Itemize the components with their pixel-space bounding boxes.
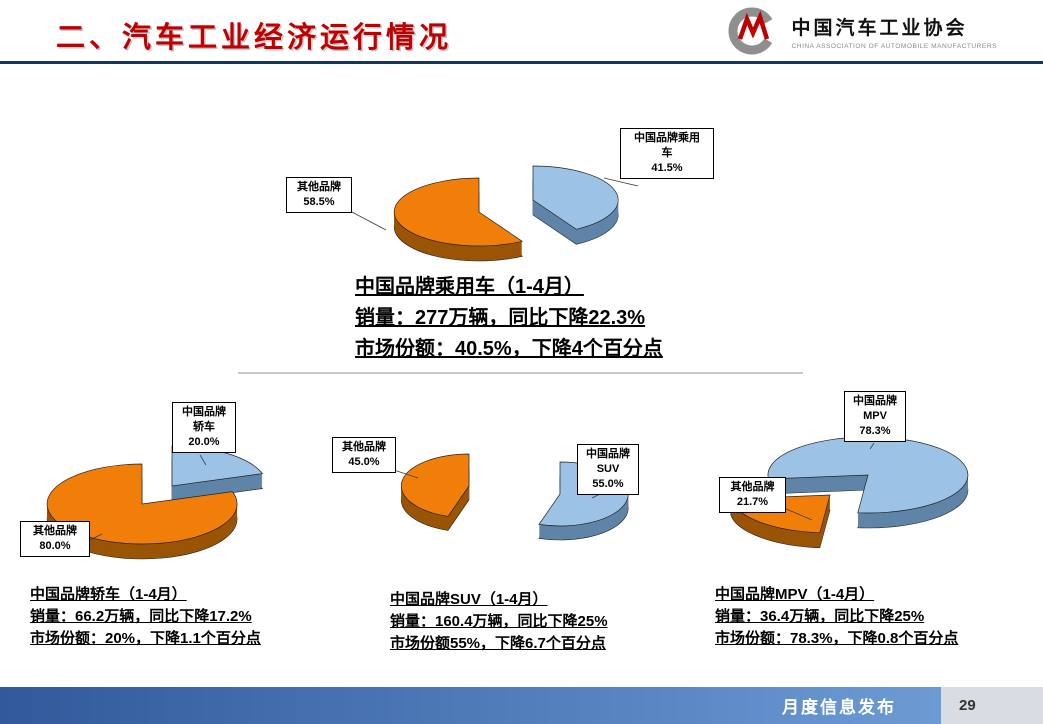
summary-line: 中国品牌MPV（1-4月） — [715, 586, 875, 603]
summary-line: 销量：66.2万辆，同比下降17.2% — [30, 608, 252, 625]
summary-line: 销量：36.4万辆，同比下降25% — [715, 608, 925, 625]
callout-line: 其他品牌 — [33, 525, 77, 537]
summary-line: 市场份额：20%，下降1.1个百分点 — [30, 630, 261, 647]
summary-sedan: 中国品牌轿车（1-4月） 销量：66.2万辆，同比下降17.2% 市场份额：20… — [30, 584, 261, 650]
section-divider — [238, 372, 803, 374]
logo-org-name-en: CHINA ASSOCIATION OF AUTOMOBILE MANUFACT… — [791, 42, 997, 50]
summary-line: 市场份额：78.3%，下降0.8个百分点 — [715, 630, 959, 647]
callout-other-brand-sedan: 其他品牌 80.0% — [20, 521, 90, 557]
pie-0-slice-0 — [532, 165, 619, 230]
callout-line: 41.5% — [651, 162, 683, 174]
leader-line — [603, 177, 639, 187]
callout-line: 80.0% — [39, 540, 71, 552]
summary-passenger: 中国品牌乘用车（1-4月） 销量：277万辆，同比下降22.3% 市场份额：40… — [355, 272, 663, 365]
callout-other-brand-passenger: 其他品牌 58.5% — [286, 177, 352, 213]
summary-line: 销量：160.4万辆，同比下降25% — [390, 613, 608, 630]
callout-line: 轿车 — [193, 421, 215, 433]
footer-bar: 月度信息发布 — [0, 687, 941, 724]
callout-line: 中国品牌乘用 — [634, 132, 700, 144]
callout-other-brand-suv: 其他品牌 45.0% — [332, 437, 396, 473]
callout-line: MPV — [863, 410, 887, 422]
page-number: 29 — [941, 687, 1043, 724]
callout-china-brand-passenger: 中国品牌乘用 车 41.5% — [620, 128, 714, 179]
callout-line: SUV — [596, 463, 620, 475]
summary-line: 销量：277万辆，同比下降22.3% — [355, 307, 646, 329]
callout-line: 其他品牌 — [342, 441, 386, 453]
summary-line: 中国品牌SUV（1-4月） — [390, 591, 548, 608]
pie-3-slice-0 — [767, 436, 969, 514]
caam-logo: 中国汽车工业协会 CHINA ASSOCIATION OF AUTOMOBILE… — [726, 6, 997, 56]
callout-line: 55.0% — [592, 478, 624, 490]
callout-line: 中国品牌 — [586, 448, 630, 460]
logo-org-name-cn: 中国汽车工业协会 — [791, 17, 968, 39]
callout-line: 车 — [661, 147, 673, 159]
callout-line: 58.5% — [303, 196, 335, 208]
callout-line: 其他品牌 — [730, 481, 775, 493]
leader-line — [393, 469, 419, 479]
callout-line: 78.3% — [859, 425, 891, 437]
leader-line — [89, 533, 103, 541]
callout-line: 45.0% — [348, 456, 380, 468]
footer-label: 月度信息发布 — [782, 698, 896, 717]
callout-line: 20.0% — [188, 436, 220, 448]
callout-line: 中国品牌 — [853, 395, 897, 407]
callout-china-brand-mpv: 中国品牌 MPV 78.3% — [844, 391, 906, 442]
summary-mpv: 中国品牌MPV（1-4月） 销量：36.4万辆，同比下降25% 市场份额：78.… — [715, 584, 958, 650]
summary-suv: 中国品牌SUV（1-4月） 销量：160.4万辆，同比下降25% 市场份额55%… — [390, 589, 608, 655]
summary-line: 市场份额：40.5%，下降4个百分点 — [355, 338, 663, 360]
leader-line — [783, 507, 813, 521]
callout-line: 中国品牌 — [182, 406, 226, 418]
pie-0-slice-1 — [393, 177, 524, 247]
page-title: 二、汽车工业经济运行情况 — [56, 22, 453, 54]
callout-china-brand-suv: 中国品牌 SUV 55.0% — [577, 444, 639, 495]
callout-line: 其他品牌 — [297, 181, 341, 193]
summary-line: 中国品牌轿车（1-4月） — [30, 586, 187, 603]
callout-china-brand-sedan: 中国品牌 轿车 20.0% — [172, 402, 236, 453]
leader-line — [349, 210, 387, 231]
summary-line: 市场份额55%，下降6.7个百分点 — [390, 635, 606, 652]
leader-line — [869, 442, 875, 450]
summary-line: 中国品牌乘用车（1-4月） — [355, 276, 584, 298]
callout-other-brand-mpv: 其他品牌 21.7% — [719, 477, 786, 513]
pie-2-slice-1 — [400, 453, 470, 517]
callout-line: 21.7% — [736, 496, 769, 508]
caam-logo-text: 中国汽车工业协会 CHINA ASSOCIATION OF AUTOMOBILE… — [792, 13, 997, 50]
header-divider — [0, 61, 1043, 64]
leader-line — [199, 454, 207, 466]
caam-logo-icon — [728, 7, 776, 55]
